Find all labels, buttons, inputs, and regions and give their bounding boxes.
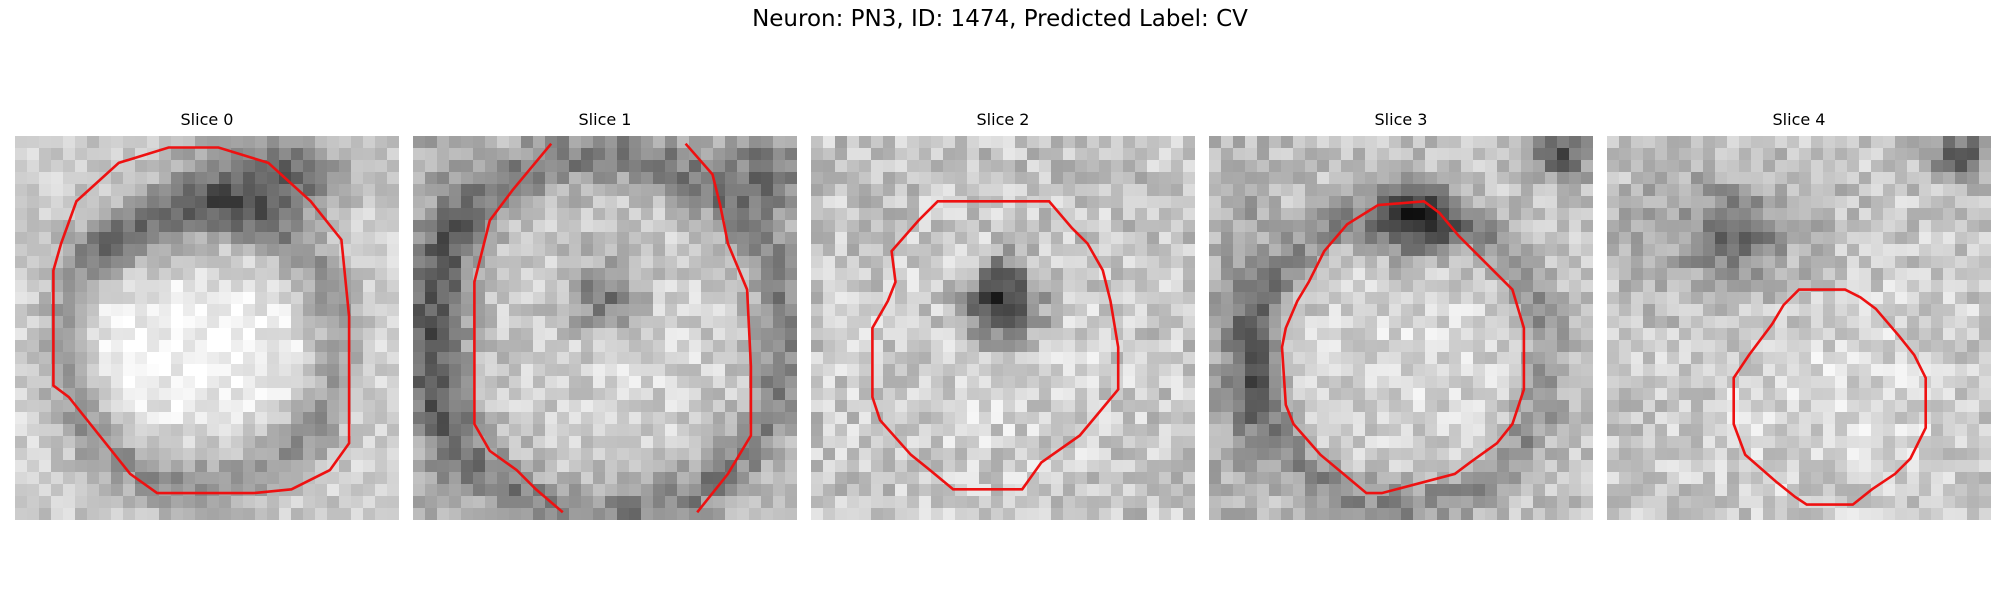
micrograph-pixels	[15, 136, 399, 520]
slice-image	[413, 136, 797, 520]
slice-panel-1: Slice 1	[413, 108, 797, 520]
slice-title: Slice 3	[1374, 110, 1428, 129]
figure-title: Neuron: PN3, ID: 1474, Predicted Label: …	[752, 6, 1248, 32]
segmentation-contour	[1280, 199, 1526, 495]
segmentation-contour	[52, 146, 351, 495]
micrograph-pixels	[1607, 136, 1991, 520]
slice-title: Slice 0	[180, 110, 234, 129]
segmentation-contour	[473, 142, 564, 514]
micrograph-pixels	[1209, 136, 1593, 520]
micrograph-pixels	[413, 136, 797, 520]
segmentation-contour	[684, 142, 753, 514]
segmentation-contour	[871, 200, 1120, 491]
slice-panel-0: Slice 0	[15, 108, 399, 520]
slice-title: Slice 4	[1772, 110, 1826, 129]
slice-title: Slice 2	[976, 110, 1030, 129]
micrograph-pixels	[811, 136, 1195, 520]
segmentation-contour	[1732, 288, 1928, 506]
slice-panel-4: Slice 4	[1607, 108, 1991, 520]
slice-image	[15, 136, 399, 520]
slice-image	[1209, 136, 1593, 520]
slice-panel-3: Slice 3	[1209, 108, 1593, 520]
slice-image	[811, 136, 1195, 520]
slice-image	[1607, 136, 1991, 520]
slice-panel-2: Slice 2	[811, 108, 1195, 520]
slice-title: Slice 1	[578, 110, 632, 129]
